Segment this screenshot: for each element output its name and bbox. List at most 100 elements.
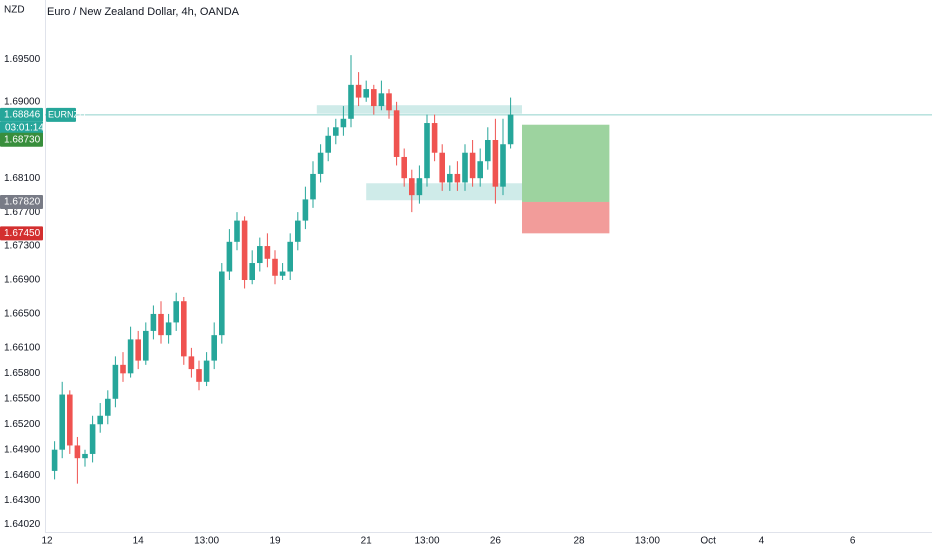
candle-body [454, 173, 461, 183]
candle-body [317, 152, 324, 174]
candle-body [143, 330, 149, 361]
candle-body [120, 364, 126, 374]
chart-title: Euro / New Zealand Dollar, 4h, OANDA [47, 6, 240, 18]
last-price-tag-box [0, 107, 43, 122]
candle-body [127, 339, 134, 374]
candle-body [333, 127, 339, 136]
candle-body [363, 89, 369, 98]
candle-body [409, 178, 415, 196]
candle-body [211, 335, 217, 361]
countdown-box [0, 121, 43, 134]
candle-body [295, 220, 301, 242]
candle-body [348, 84, 354, 119]
x-tick-label: 14 [133, 536, 145, 547]
candle-body [371, 89, 377, 107]
candle-body [279, 271, 286, 276]
y-tick-label: 1.66100 [4, 343, 41, 354]
y-tick-label: 1.64020 [4, 519, 41, 530]
candle-body [135, 339, 141, 361]
candle-body [447, 173, 453, 183]
candle-body [196, 369, 202, 382]
candle-body [249, 263, 255, 280]
currency-label: NZD [4, 5, 25, 16]
stop-tag-box [0, 226, 43, 241]
x-tick-label: 26 [490, 536, 502, 547]
candle-body [97, 415, 103, 425]
candle-body [272, 258, 278, 276]
x-tick-label: 28 [573, 536, 585, 547]
candle-body [234, 220, 240, 242]
y-tick-label: 1.67700 [4, 207, 41, 218]
x-tick-label: 12 [41, 536, 53, 547]
candle-body [219, 271, 225, 336]
x-tick-label: 13:00 [414, 536, 439, 547]
candle-body [105, 398, 111, 416]
candle-body [173, 301, 179, 323]
profit-zone [522, 124, 610, 202]
candle-body [165, 322, 172, 336]
last-price-tag: 1.68846 [4, 110, 41, 121]
candle-body [325, 135, 331, 153]
candle-body [355, 84, 362, 98]
y-tick-label: 1.64600 [4, 470, 41, 481]
candle-body [264, 246, 271, 259]
candle-body [203, 360, 210, 382]
candle-body [439, 152, 445, 183]
y-tick-label: 1.64900 [4, 444, 41, 455]
candle-body [158, 313, 164, 336]
candle-body [226, 241, 233, 272]
zone [366, 183, 522, 201]
candle-body [492, 140, 499, 187]
x-tick-label: 19 [269, 536, 281, 547]
candle-body [416, 178, 423, 196]
candle-body [241, 220, 248, 280]
candle-body [310, 173, 316, 200]
candle-body [424, 123, 430, 179]
candle-body [462, 152, 468, 183]
candle-body [181, 301, 187, 357]
symbol-box [46, 107, 76, 122]
candle-body [431, 123, 438, 153]
candle-body [507, 114, 514, 145]
candle-body [485, 140, 491, 162]
y-tick-label: 1.67300 [4, 241, 41, 252]
candle-body [401, 156, 407, 179]
candle-body [74, 445, 81, 459]
candle-body [59, 394, 65, 450]
x-tick-label: Oct [700, 536, 716, 547]
stop-tag: 1.67450 [4, 228, 41, 239]
countdown: 03:01:14 [5, 123, 44, 134]
target-tag-box [0, 132, 43, 147]
x-tick-label: 6 [850, 536, 856, 547]
candle-body [82, 453, 88, 459]
y-tick-label: 1.66900 [4, 275, 41, 286]
zone [316, 105, 522, 114]
candle-body [257, 246, 263, 264]
y-tick-label: 1.69500 [4, 54, 41, 65]
y-tick-label: 1.69000 [4, 96, 41, 107]
x-tick-label: 13:00 [635, 536, 660, 547]
entry-tag-box [0, 194, 43, 209]
candle-body [469, 152, 476, 179]
candle-body [112, 364, 119, 399]
candle-body [67, 394, 73, 446]
y-tick-label: 1.64300 [4, 495, 41, 506]
y-tick-label: 1.65500 [4, 393, 41, 404]
x-tick-label: 13:00 [194, 536, 219, 547]
candle-body [386, 93, 392, 111]
symbol-label: EURNZD [48, 109, 86, 119]
candle-body [500, 144, 506, 187]
candle-body [188, 356, 195, 370]
entry-tag: 1.67820 [4, 197, 41, 208]
candle-body [340, 118, 347, 128]
candle-body [51, 449, 58, 471]
candle-body [393, 110, 400, 157]
y-tick-label: 1.65200 [4, 419, 41, 430]
candle-body [302, 199, 309, 221]
candle-body [150, 313, 157, 331]
target-tag: 1.68730 [4, 134, 41, 145]
x-tick-label: 21 [361, 536, 373, 547]
